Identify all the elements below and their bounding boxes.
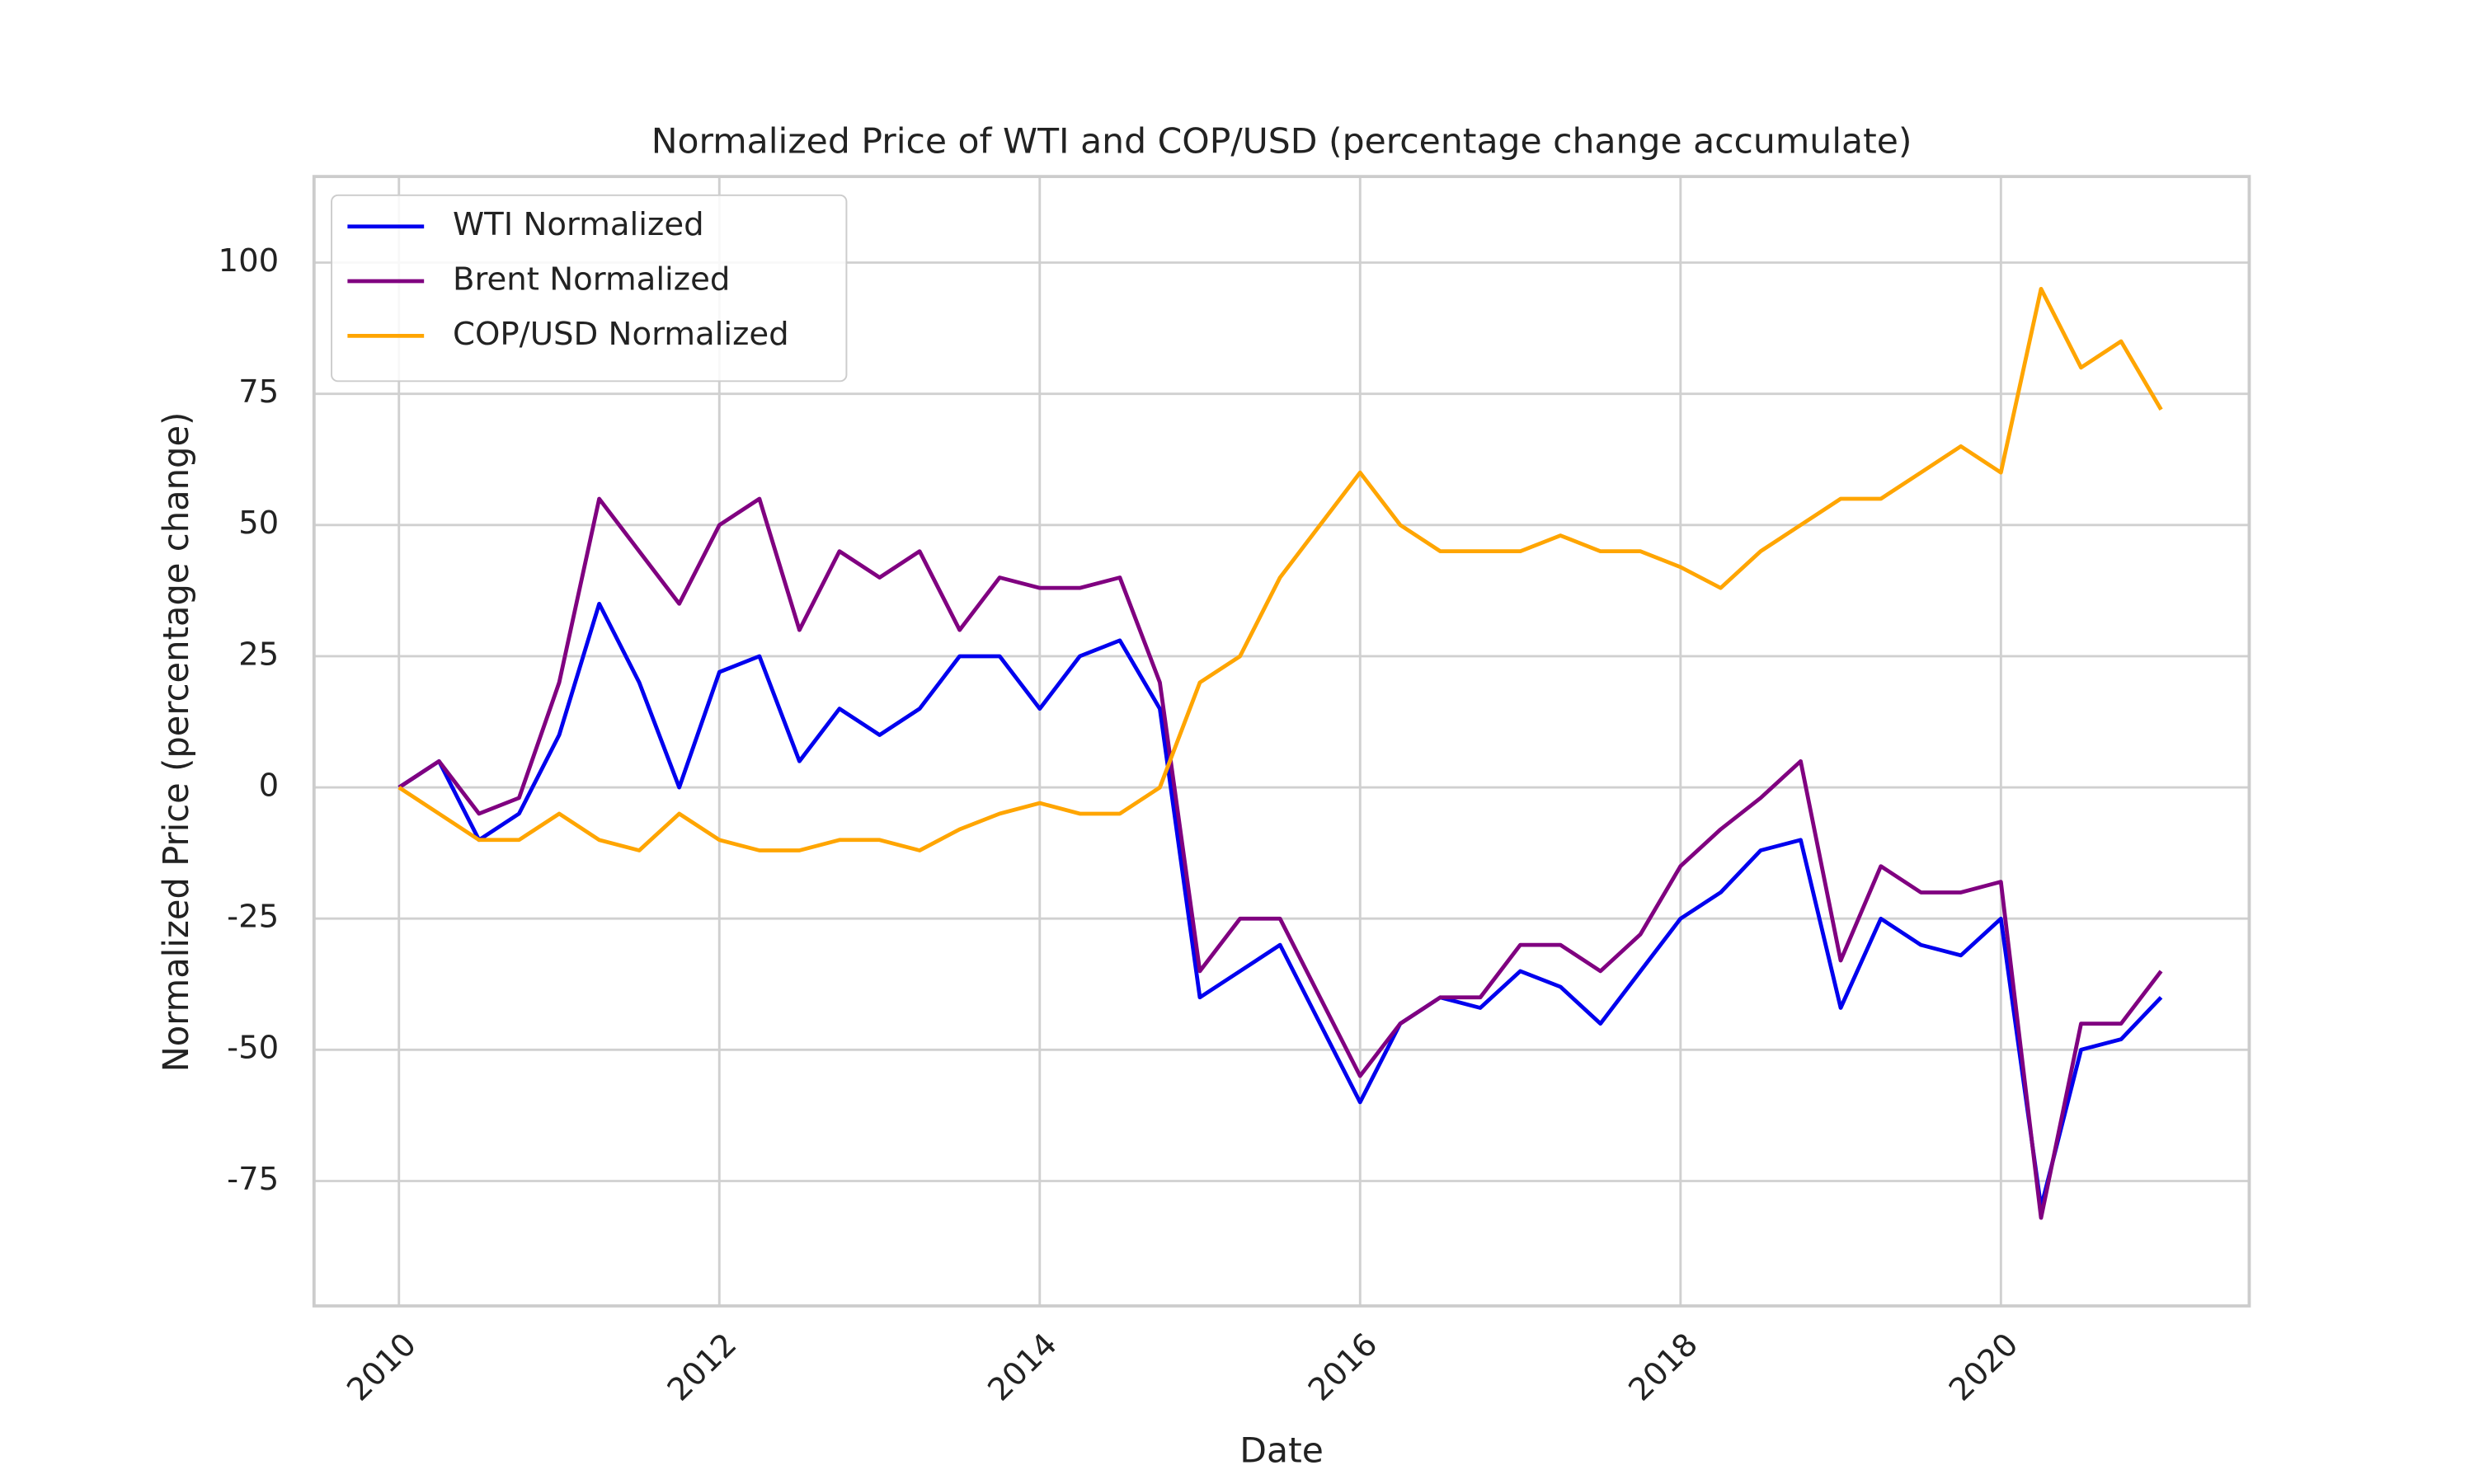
chart-title: Normalized Price of WTI and COP/USD (per… — [651, 121, 1912, 162]
y-tick-label: 0 — [259, 768, 280, 805]
legend-box — [331, 194, 848, 383]
legend-label: WTI Normalized — [453, 206, 704, 243]
y-axis-label: Normalized Price (percentage change) — [156, 412, 196, 1073]
x-axis-label: Date — [1239, 1430, 1324, 1471]
x-tick-label: 2020 — [1942, 1327, 2026, 1409]
x-tick-label: 2010 — [340, 1327, 424, 1409]
legend-label: COP/USD Normalized — [453, 316, 789, 353]
y-tick-label: 100 — [218, 242, 279, 279]
data-line — [397, 601, 2163, 1209]
legend-label: Brent Normalized — [453, 261, 730, 298]
x-tick-label: 2018 — [1621, 1327, 1705, 1409]
y-tick-label: -25 — [227, 899, 279, 936]
data-line — [397, 496, 2163, 1220]
plot-frame — [312, 175, 2251, 1308]
y-tick-label: 25 — [238, 636, 279, 674]
y-tick-label: -50 — [227, 1030, 279, 1067]
data-line — [397, 286, 2163, 852]
x-tick-label: 2012 — [661, 1327, 745, 1409]
x-tick-label: 2014 — [981, 1327, 1065, 1409]
y-tick-label: 75 — [238, 373, 279, 411]
y-tick-label: -75 — [227, 1161, 279, 1198]
x-tick-label: 2016 — [1301, 1327, 1385, 1409]
y-tick-label: 50 — [238, 505, 279, 542]
